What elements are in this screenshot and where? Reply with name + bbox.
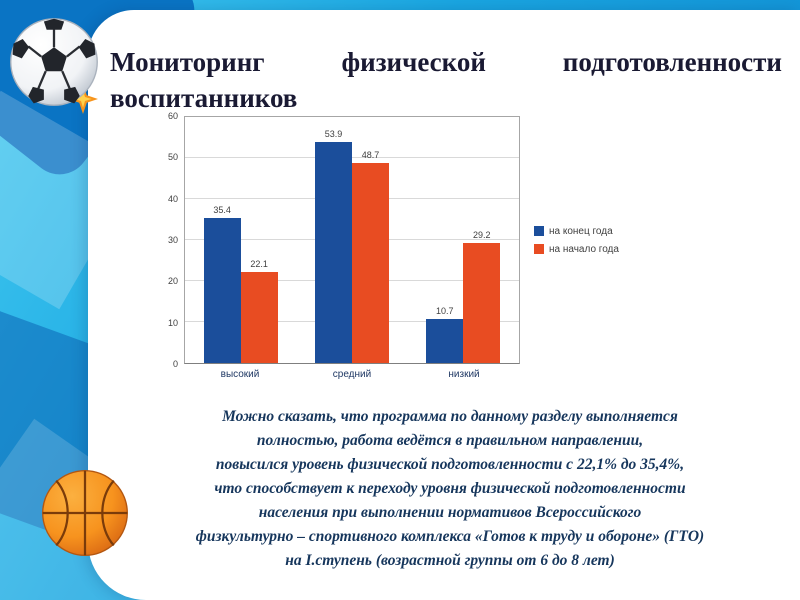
summary-line: на I.ступень (возрастной группы от 6 до … bbox=[285, 552, 615, 570]
bar-value-label: 53.9 bbox=[324, 129, 343, 140]
chart-plot: 35.4 22.1 53.9 48.7 10.7 29.2 bbox=[184, 116, 520, 364]
y-tick-label: 60 bbox=[167, 111, 178, 121]
legend-label: на начало года bbox=[549, 243, 619, 255]
summary-line: повысился уровень физической подготовлен… bbox=[215, 456, 685, 474]
summary-line: что способствует к переходу уровня физич… bbox=[214, 480, 686, 498]
y-tick-label: 50 bbox=[167, 152, 178, 163]
y-tick-label: 20 bbox=[167, 276, 178, 287]
legend-label: на конец года bbox=[549, 225, 613, 237]
bar-value-label: 35.4 bbox=[213, 204, 231, 215]
x-category-label: высокий bbox=[220, 369, 260, 380]
chart-bar-groups: 35.4 22.1 53.9 48.7 10.7 29.2 bbox=[185, 117, 519, 363]
legend-item: на начало года bbox=[534, 244, 668, 255]
bar: 35.4 bbox=[203, 205, 241, 363]
bar-value-label: 22.1 bbox=[250, 259, 268, 270]
bar: 29.2 bbox=[463, 230, 501, 363]
chart-x-axis: высокий средний низкий bbox=[184, 364, 520, 388]
summary-line: населения при выполнении нормативов Всер… bbox=[258, 504, 642, 522]
x-category-label: низкий bbox=[448, 369, 480, 380]
bar-value-label: 10.7 bbox=[436, 306, 454, 317]
bar: 22.1 bbox=[240, 259, 278, 363]
bar-group: 10.7 29.2 bbox=[408, 117, 519, 363]
summary-line: полностью, работа ведётся в правильном н… bbox=[256, 432, 644, 450]
bar-value-label: 29.2 bbox=[473, 230, 491, 241]
x-category-label: средний bbox=[332, 369, 372, 380]
basketball-icon bbox=[40, 468, 130, 558]
bar: 10.7 bbox=[426, 306, 464, 363]
chart-y-axis: 0 10 20 30 40 50 60 bbox=[156, 111, 184, 369]
summary-line: Можно сказать, что программа по данному … bbox=[222, 408, 678, 425]
y-tick-label: 30 bbox=[167, 235, 178, 245]
y-tick-label: 0 bbox=[172, 359, 178, 369]
summary-text: Можно сказать, что программа по данному … bbox=[118, 405, 782, 573]
y-tick-label: 10 bbox=[167, 317, 178, 328]
chart-legend: на конец года на начало года bbox=[520, 116, 668, 364]
bar: 48.7 bbox=[351, 150, 389, 363]
bar: 53.9 bbox=[314, 129, 352, 363]
legend-swatch bbox=[534, 226, 544, 236]
y-tick-label: 40 bbox=[167, 193, 178, 204]
bar-group: 35.4 22.1 bbox=[185, 117, 296, 363]
soccer-ball-icon bbox=[8, 16, 100, 108]
summary-line: физкультурно – спортивного комплекса «Го… bbox=[195, 528, 705, 546]
bar-chart: 0 10 20 30 40 50 60 35.4 22.1 53.9 48.7 10.7 29.2 н… bbox=[156, 111, 668, 388]
chart-gridline bbox=[185, 157, 519, 158]
legend-item: на конец года bbox=[534, 226, 668, 237]
bar-value-label: 48.7 bbox=[361, 150, 380, 161]
sparkle-icon bbox=[68, 84, 98, 114]
slide-title: Мониторинг физической подготовленности в… bbox=[110, 47, 782, 114]
bar-group: 53.9 48.7 bbox=[296, 117, 407, 363]
legend-swatch bbox=[534, 244, 544, 254]
